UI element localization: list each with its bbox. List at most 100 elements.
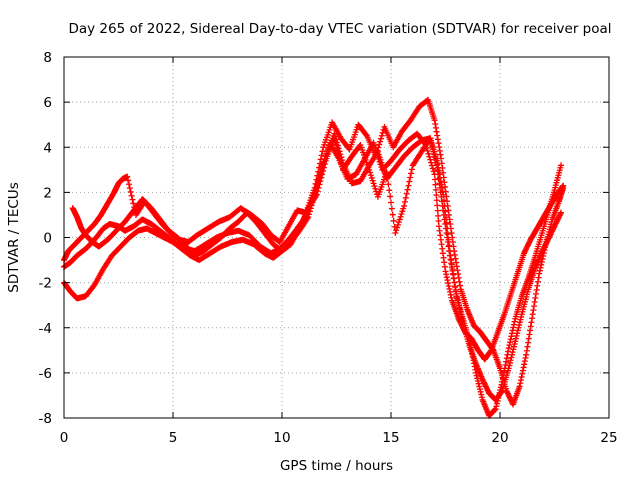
- y-tick-label: 8: [43, 50, 52, 66]
- data-point: [388, 199, 394, 206]
- data-point: [384, 175, 391, 182]
- data-point: [519, 367, 526, 374]
- data-point: [429, 165, 436, 172]
- data-point: [514, 330, 521, 337]
- data-point: [408, 166, 415, 173]
- data-point: [318, 174, 325, 181]
- data-point: [494, 397, 501, 404]
- data-point: [320, 164, 327, 171]
- data-point: [440, 254, 447, 261]
- y-tick-label: -4: [39, 321, 52, 337]
- data-point: [433, 197, 440, 204]
- data-point: [401, 198, 408, 205]
- data-point: [525, 335, 532, 342]
- data-point: [375, 144, 382, 151]
- data-point: [316, 160, 323, 167]
- data-point: [519, 370, 526, 377]
- data-point: [396, 216, 403, 223]
- data-point: [380, 165, 387, 172]
- data-point: [517, 380, 524, 387]
- data-point: [369, 177, 376, 184]
- data-point: [313, 191, 320, 198]
- data-point: [531, 299, 538, 306]
- data-point: [536, 267, 543, 274]
- data-point: [538, 258, 545, 265]
- data-point: [388, 205, 395, 212]
- data-point: [515, 324, 522, 331]
- data-point: [457, 282, 464, 289]
- data-point: [377, 138, 384, 145]
- data-point: [510, 321, 517, 328]
- data-point: [406, 178, 413, 185]
- data-point: [443, 274, 450, 281]
- data-point: [319, 167, 326, 174]
- data-point: [377, 156, 384, 163]
- data-point: [503, 355, 510, 362]
- data-point: [319, 171, 326, 178]
- data-point: [473, 372, 480, 379]
- data-marks: [61, 96, 567, 419]
- data-point: [539, 255, 546, 262]
- data-point: [439, 250, 446, 257]
- data-point: [468, 347, 475, 354]
- data-point: [467, 344, 474, 351]
- data-point: [435, 223, 442, 230]
- data-point: [449, 234, 456, 241]
- data-point: [560, 184, 567, 191]
- data-point: [530, 307, 537, 314]
- data-point: [125, 181, 132, 188]
- data-point: [321, 161, 328, 168]
- data-point: [529, 315, 536, 322]
- data-point: [319, 148, 326, 155]
- data-point: [446, 248, 453, 255]
- data-point: [477, 388, 484, 395]
- data-point: [438, 241, 445, 248]
- data-point: [387, 193, 394, 200]
- data-point: [517, 316, 524, 323]
- data-point: [444, 231, 451, 238]
- data-point: [437, 178, 444, 185]
- data-point: [452, 255, 459, 262]
- data-point: [522, 354, 529, 361]
- data-point: [427, 156, 434, 163]
- data-point: [508, 333, 515, 340]
- data-point: [436, 147, 443, 154]
- data-point: [443, 193, 450, 200]
- data-point: [452, 288, 459, 295]
- data-point: [444, 277, 451, 284]
- data-point: [336, 154, 343, 161]
- series-track-4: [69, 135, 565, 419]
- y-tick-label: 4: [43, 140, 52, 156]
- data-point: [503, 358, 510, 365]
- data-point: [368, 174, 375, 181]
- data-point: [507, 339, 514, 346]
- data-point: [558, 162, 565, 169]
- data-point: [455, 271, 462, 278]
- data-point: [376, 154, 383, 161]
- data-point: [537, 264, 544, 271]
- data-point: [446, 216, 453, 223]
- data-point: [313, 176, 320, 183]
- data-point: [471, 363, 478, 370]
- data-point: [314, 188, 321, 195]
- data-point: [498, 381, 505, 388]
- data-point: [432, 121, 439, 128]
- data-point: [438, 181, 445, 188]
- data-point: [392, 229, 399, 236]
- data-point: [372, 185, 379, 192]
- data-point: [445, 207, 452, 214]
- data-point: [434, 136, 441, 143]
- data-point: [332, 138, 339, 145]
- data-point: [372, 153, 379, 160]
- data-point: [540, 250, 547, 257]
- data-point: [450, 270, 457, 277]
- data-point: [527, 327, 534, 334]
- data-point: [371, 183, 378, 190]
- data-point: [312, 180, 319, 187]
- data-point: [435, 167, 442, 174]
- data-point: [493, 403, 500, 410]
- data-point: [435, 212, 442, 219]
- data-point: [493, 400, 500, 407]
- data-point: [476, 386, 483, 393]
- data-point: [444, 198, 451, 205]
